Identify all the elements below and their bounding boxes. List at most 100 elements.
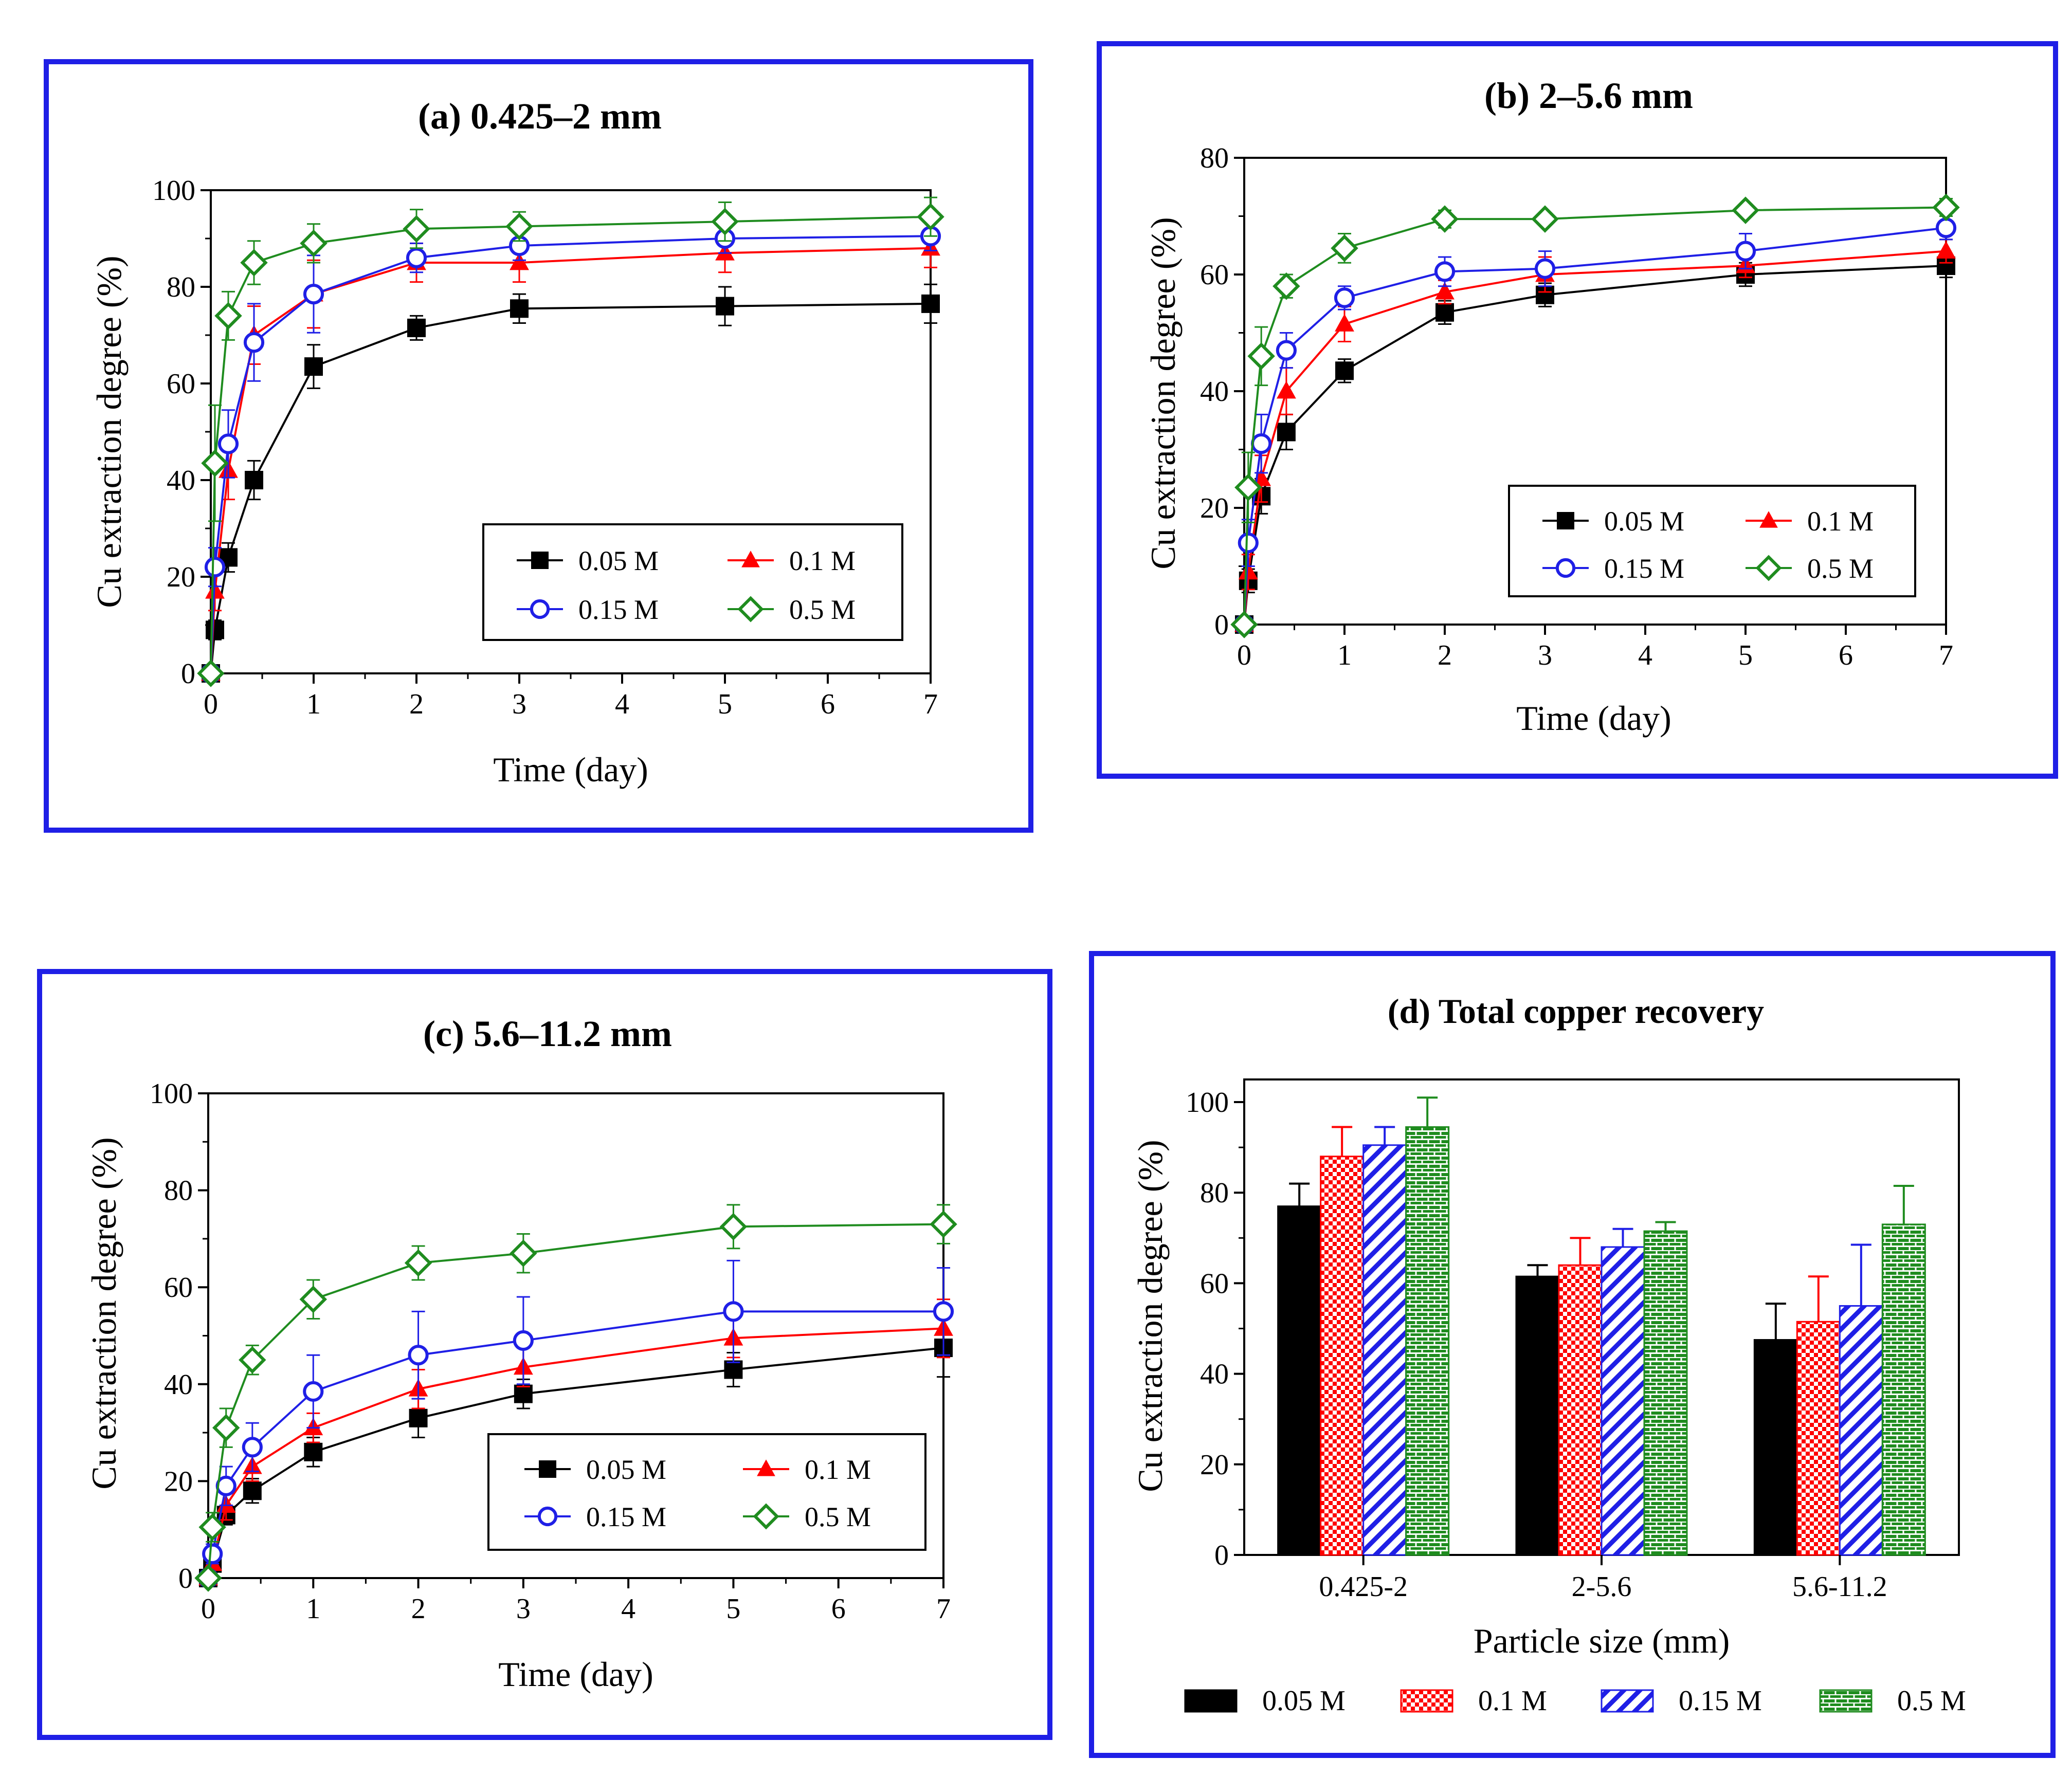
data-point — [1935, 217, 1957, 239]
legend-marker — [737, 596, 764, 622]
legend: 0.05 M 0.1 M 0.15 M 0.5 M — [1184, 1685, 1966, 1717]
panel-a-plot: 0 1 2 3 4 5 6 7 0 20 40 60 80 100 0.05 M 0.1 M 0.15 M 0.5… — [152, 175, 944, 720]
data-point — [304, 357, 323, 376]
x-tick-label: 0.425-2 — [1319, 1571, 1408, 1603]
data-point — [240, 249, 268, 277]
data-point — [930, 1210, 957, 1238]
legend-swatch — [1819, 1689, 1873, 1713]
legend-label: 0.5 M — [789, 594, 856, 625]
bar — [1405, 1126, 1450, 1556]
data-point — [1936, 241, 1956, 259]
legend-label: 0.05 M — [586, 1454, 666, 1485]
legend: 0.05 M 0.1 M 0.15 M 0.5 M — [1508, 485, 1916, 597]
data-point — [403, 215, 430, 243]
data-point — [1230, 611, 1258, 638]
data-point — [1335, 361, 1354, 380]
data-point — [723, 1301, 744, 1322]
data-point — [300, 229, 328, 258]
panel-a-xlabel: Time (day) — [493, 750, 648, 789]
bar — [1601, 1246, 1645, 1556]
data-point — [1431, 205, 1459, 233]
x-tick-label: 1 — [306, 688, 321, 720]
panel-d-xlabel: Particle size (mm) — [1474, 1621, 1730, 1660]
data-point — [217, 433, 239, 454]
data-point — [711, 208, 739, 235]
data-point — [921, 294, 940, 313]
legend-box — [1508, 485, 1916, 597]
legend-marker — [1759, 511, 1778, 528]
x-tick-label: 5.6-11.2 — [1792, 1571, 1887, 1603]
x-tick-label: 6 — [821, 688, 835, 720]
y-tick-label: 40 — [1200, 1359, 1229, 1390]
data-point — [198, 1513, 226, 1541]
data-point — [917, 203, 944, 231]
data-point — [214, 302, 242, 330]
data-point — [204, 557, 226, 578]
panel-d-title: (d) Total copper recovery — [1388, 992, 1764, 1031]
data-point — [1732, 196, 1759, 224]
data-point — [1435, 303, 1454, 322]
data-point — [1434, 261, 1456, 282]
x-tick-label: 5 — [718, 688, 732, 720]
x-tick-label: 4 — [621, 1593, 635, 1625]
x-tick-label: 5 — [726, 1593, 740, 1625]
data-point — [242, 1437, 263, 1458]
data-point — [303, 284, 324, 305]
x-tick-label: 1 — [1337, 639, 1352, 671]
data-point — [243, 1481, 262, 1500]
y-tick-label: 0 — [1214, 609, 1229, 641]
x-tick-label: 0 — [204, 688, 218, 720]
legend-label: 0.15 M — [586, 1501, 666, 1532]
data-point — [406, 247, 427, 268]
data-point — [239, 1346, 266, 1374]
x-tick-label: 0 — [1237, 639, 1251, 671]
legend-marker — [1557, 512, 1574, 529]
legend-label: 0.15 M — [578, 594, 659, 625]
x-tick-label: 4 — [615, 688, 629, 720]
panel-d-frame — [1089, 951, 2056, 1758]
x-tick-label: 6 — [831, 1593, 846, 1625]
legend-label: 0.5 M — [805, 1501, 871, 1532]
y-tick-label: 0 — [181, 658, 195, 690]
data-point — [724, 1360, 743, 1379]
series-0p5M — [194, 1204, 957, 1592]
x-tick-label: 6 — [1839, 639, 1853, 671]
legend-marker — [539, 1460, 556, 1478]
y-tick-label: 20 — [167, 561, 195, 593]
data-point — [1735, 241, 1756, 262]
data-point — [1335, 314, 1354, 332]
data-point — [197, 659, 225, 687]
data-point — [513, 1330, 534, 1351]
legend-marker — [741, 551, 760, 567]
data-point — [510, 252, 529, 270]
y-tick-label: 80 — [167, 271, 195, 303]
bar — [1881, 1223, 1926, 1556]
x-tick-label: 7 — [1939, 639, 1953, 671]
y-tick-label: 0 — [1214, 1540, 1229, 1571]
panel-c-plot: 0 1 2 3 4 5 6 7 0 20 40 60 80 100 0.05 M 0.1 M 0.15 M 0.5… — [150, 1078, 957, 1625]
data-point — [1534, 258, 1556, 279]
data-point — [299, 1286, 328, 1313]
y-tick-label: 0 — [178, 1563, 193, 1595]
panel-a-frame — [44, 59, 1033, 833]
data-point — [1331, 234, 1358, 262]
legend-label: 0.1 M — [1478, 1685, 1547, 1717]
data-point — [1531, 205, 1559, 233]
bar — [1277, 1205, 1322, 1556]
x-tick-label: 2 — [1438, 639, 1452, 671]
data-point — [1277, 423, 1296, 442]
legend-swatch — [1601, 1689, 1654, 1713]
legend-label: 0.5 M — [1897, 1685, 1966, 1717]
y-tick-label: 100 — [152, 175, 195, 207]
legend-label: 0.05 M — [1604, 506, 1684, 537]
panel-b-title: (b) 2–5.6 mm — [1484, 75, 1693, 116]
x-tick-label: 7 — [923, 688, 938, 720]
y-tick-label: 80 — [164, 1175, 193, 1207]
y-tick-label: 60 — [1200, 1268, 1229, 1299]
data-point — [304, 1442, 323, 1461]
data-point — [719, 1213, 748, 1241]
data-point — [510, 1239, 537, 1267]
y-tick-label: 20 — [1200, 1449, 1229, 1481]
